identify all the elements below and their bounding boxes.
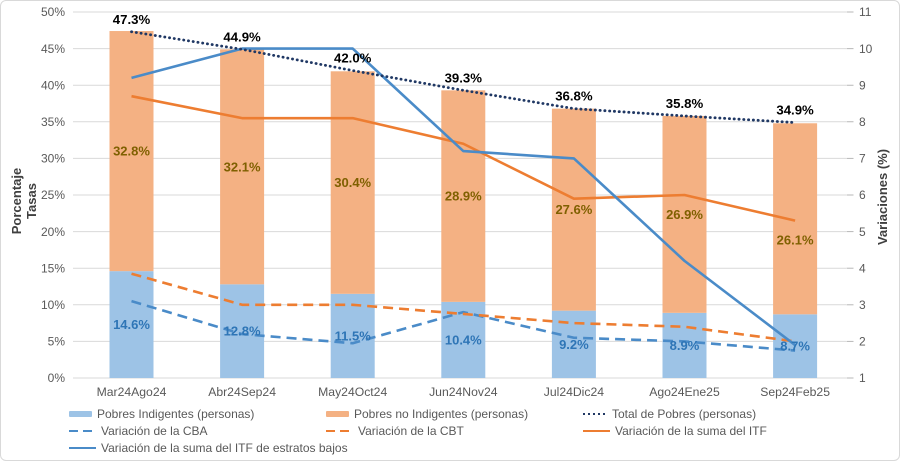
total-label: 39.3% (445, 70, 483, 85)
right-axis-tick-label: 11 (859, 5, 872, 19)
bar-label-indigentes: 11.5% (335, 328, 372, 343)
legend-label: Total de Pobres (personas) (612, 407, 757, 421)
line-variacion-cba (131, 299, 796, 352)
legend-item-variacion-itf: Variación de la suma del ITF (583, 423, 767, 439)
total-label: 44.9% (223, 29, 261, 44)
right-axis-tick-label: 3 (859, 298, 866, 312)
legend-label: Pobres no Indigentes (personas) (354, 407, 529, 421)
line-variacion-itf-estratos-bajos (131, 47, 796, 347)
right-axis-tick-label: 7 (859, 152, 866, 166)
bar-label-indigentes: 9.2% (559, 337, 589, 352)
legend-item-variacion-cba: Variación de la CBA (69, 423, 208, 439)
bar-label-indigentes: 10.4% (445, 332, 482, 347)
legend-item-variacion-cbt: Variación de la CBT (326, 423, 464, 439)
left-axis-tick-label: 10% (41, 298, 65, 312)
legend-dotted-line-icon (583, 412, 607, 416)
legend-item-pobres-no-indigentes: Pobres no Indigentes (personas) (326, 406, 528, 422)
legend-label: Pobres Indigentes (personas) (97, 407, 255, 421)
bar-segment-no-indigentes (551, 108, 596, 311)
legend-item-total-de-pobres: Total de Pobres (personas) (583, 406, 756, 422)
right-axis-tick-label: 10 (859, 42, 873, 56)
category-label: Jul24Dic24 (544, 385, 605, 399)
bar-segment-indigentes (330, 293, 375, 378)
bar-segment-no-indigentes (220, 49, 265, 285)
left-axis-tick-label: 45% (41, 42, 65, 56)
left-axis-tick-label: 25% (41, 188, 65, 202)
right-axis-tick-label: 2 (859, 335, 866, 349)
left-axis-tick-label: 0% (48, 371, 66, 385)
category-label: Jun24Nov24 (429, 385, 498, 399)
bar-segment-no-indigentes (109, 31, 154, 272)
bar-label-no-indigentes: 32.1% (224, 159, 261, 174)
legend-label: Variación de la suma del ITF (615, 424, 767, 438)
right-axis-tick-label: 6 (859, 188, 866, 202)
total-label: 35.8% (666, 96, 704, 111)
legend-solid-line-icon (69, 446, 96, 450)
category-label: May24Oct24 (318, 385, 387, 399)
right-axis-tick-label: 8 (859, 115, 866, 129)
legend-item-pobres-indigentes: Pobres Indigentes (personas) (69, 406, 254, 422)
category-label: Abr24Sep24 (208, 385, 276, 399)
left-axis-tick-label: 35% (41, 115, 65, 129)
legend-bar-swatch-icon (326, 411, 349, 417)
line-variacion-itf (131, 94, 796, 222)
bar-label-no-indigentes: 32.8% (113, 144, 150, 159)
bar-segment-no-indigentes (441, 90, 486, 302)
legend-label: Variación de la CBT (358, 424, 464, 438)
line-variacion-cbt (131, 272, 796, 343)
bar-segment-no-indigentes (330, 71, 375, 294)
bar-segment-indigentes (662, 312, 707, 378)
left-axis-tick-label: 50% (41, 5, 65, 19)
category-label: Mar24Ago24 (97, 385, 167, 399)
bar-label-no-indigentes: 30.4% (334, 175, 371, 190)
total-label: 42.0% (334, 51, 372, 66)
legend-item-variacion-itf-estratos-bajos: Variación de la suma del ITF de estratos… (69, 440, 348, 456)
bar-segment-indigentes (773, 314, 818, 378)
right-axis-tick-label: 1 (859, 371, 866, 385)
right-axis-title: Variaciones (%) (875, 149, 890, 245)
total-label: 34.9% (776, 103, 814, 118)
bar-label-indigentes: 8.9% (670, 338, 700, 353)
bar-label-indigentes: 8.7% (780, 339, 810, 354)
bar-label-no-indigentes: 26.9% (666, 207, 703, 222)
total-label: 36.8% (555, 89, 593, 104)
legend-label: Variación de la suma del ITF de estratos… (101, 441, 348, 455)
left-axis-tick-label: 20% (41, 225, 65, 239)
right-axis-tick-label: 5 (859, 225, 866, 239)
bar-label-indigentes: 14.6% (113, 317, 150, 332)
right-axis-tick-label: 9 (859, 78, 866, 92)
left-axis-title-line1: Porcentaje (9, 168, 24, 234)
legend-solid-line-icon (583, 429, 610, 433)
bar-label-no-indigentes: 26.1% (777, 232, 814, 247)
bar-label-indigentes: 12.8% (224, 324, 261, 339)
legend-label: Variación de la CBA (101, 424, 208, 438)
left-axis-tick-label: 40% (41, 78, 65, 92)
bar-segment-no-indigentes (773, 123, 818, 315)
total-label: 47.3% (113, 12, 151, 27)
left-axis-tick-label: 5% (48, 335, 66, 349)
right-axis-tick-label: 4 (859, 261, 866, 275)
category-label: Ago24Ene25 (649, 385, 720, 399)
legend-dashed-line-icon (326, 429, 353, 433)
bar-label-no-indigentes: 27.6% (555, 202, 592, 217)
bar-label-no-indigentes: 28.9% (445, 189, 482, 204)
legend-bar-swatch-icon (69, 411, 92, 417)
bar-segment-no-indigentes (662, 115, 707, 313)
category-label: Sep24Feb25 (760, 385, 830, 399)
bar-segment-indigentes (109, 271, 154, 378)
line-total-de-pobres (130, 30, 797, 124)
legend-dashed-line-icon (69, 429, 96, 433)
left-axis-tick-label: 30% (41, 152, 65, 166)
left-axis-tick-label: 15% (41, 261, 65, 275)
left-axis-title-line2: Tasas (24, 183, 39, 219)
